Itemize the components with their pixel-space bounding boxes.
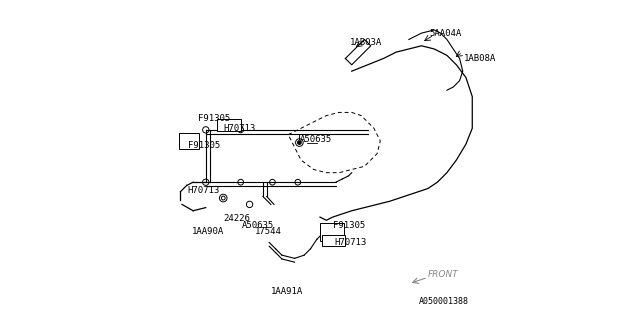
Text: F91305: F91305 [188,141,221,150]
Text: F91305: F91305 [333,220,365,229]
Bar [321,235,346,246]
Text: H70713: H70713 [188,186,220,195]
Text: F91305: F91305 [198,114,230,123]
Text: 1AB03A: 1AB03A [350,38,382,47]
Bar [320,223,344,241]
Text: 1AA90A: 1AA90A [191,227,224,236]
Text: 24226: 24226 [223,214,250,223]
Text: H70713: H70713 [223,124,255,133]
Text: 1AA91A: 1AA91A [271,287,303,296]
Text: A050001388: A050001388 [419,297,469,306]
Text: H70713: H70713 [334,238,367,247]
Text: A50635: A50635 [300,135,332,144]
Text: 1AB08A: 1AB08A [465,54,497,63]
Bar [179,133,200,149]
Text: 17544: 17544 [255,227,282,236]
Text: FRONT: FRONT [428,270,459,279]
Text: A50635: A50635 [243,220,275,229]
Circle shape [298,141,301,144]
Text: 5AA04A: 5AA04A [429,28,461,38]
Bar [217,119,241,132]
